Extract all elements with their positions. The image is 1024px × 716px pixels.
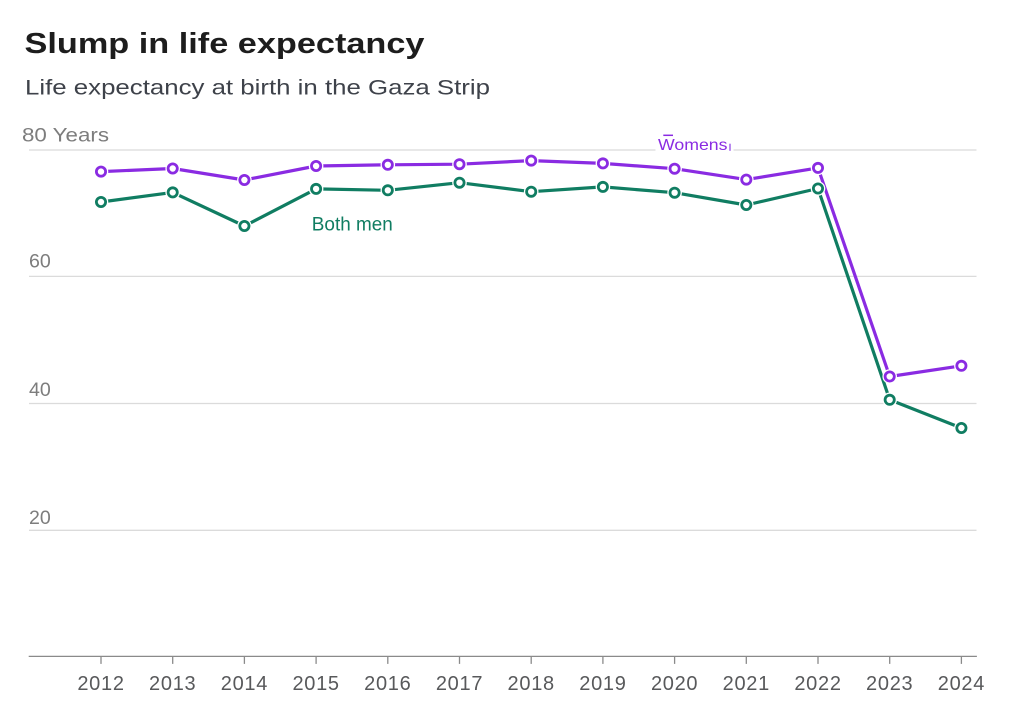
svg-text:2012: 2012 — [77, 673, 124, 695]
svg-text:2021: 2021 — [723, 673, 770, 695]
svg-text:Womens: Womens — [658, 137, 728, 154]
svg-text:2019: 2019 — [579, 673, 626, 695]
svg-text:2023: 2023 — [866, 673, 913, 695]
svg-text:60: 60 — [29, 250, 51, 272]
svg-text:20: 20 — [29, 507, 51, 529]
svg-text:Slump in life expectancy: Slump in life expectancy — [25, 28, 425, 60]
svg-text:2024: 2024 — [938, 673, 985, 695]
svg-text:2016: 2016 — [364, 673, 411, 695]
svg-text:2022: 2022 — [794, 673, 841, 695]
svg-text:80 Years: 80 Years — [22, 125, 109, 147]
svg-text:2018: 2018 — [508, 673, 555, 695]
svg-text:2013: 2013 — [149, 673, 196, 695]
svg-text:2015: 2015 — [292, 673, 339, 695]
svg-text:40: 40 — [29, 379, 51, 401]
svg-text:2020: 2020 — [651, 673, 698, 695]
svg-text:2017: 2017 — [436, 673, 483, 695]
svg-text:2014: 2014 — [221, 673, 268, 695]
svg-text:Life expectancy at birth in th: Life expectancy at birth in the Gaza Str… — [25, 77, 490, 100]
svg-text:Both men: Both men — [312, 214, 393, 236]
